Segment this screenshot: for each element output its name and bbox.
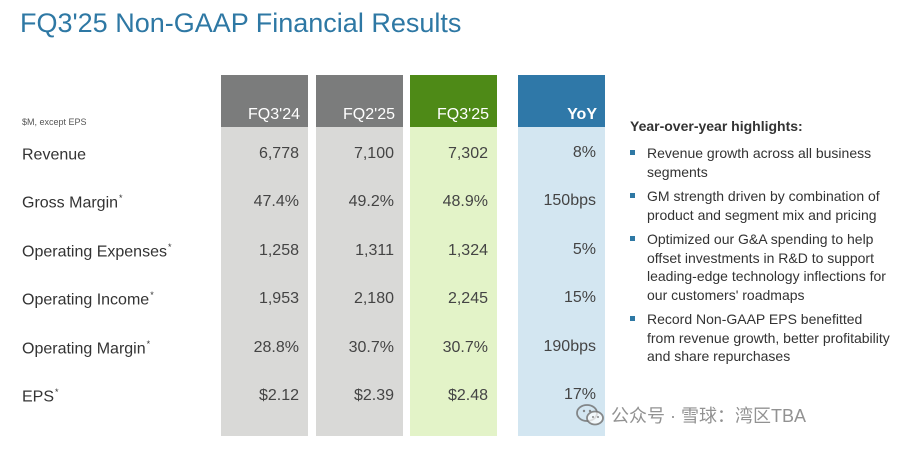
- row-label-operating-expenses: Operating Expenses*: [22, 242, 172, 261]
- watermark: 公众号 · 雪球：湾区TBA: [575, 398, 895, 432]
- watermark-text: 公众号 · 雪球：湾区TBA: [611, 406, 807, 426]
- column-fq3-25: FQ3'25: [410, 75, 497, 436]
- column-body-fq3-25: [410, 127, 497, 436]
- cell-value: 6,778: [258, 145, 299, 162]
- highlights-title: Year-over-year highlights:: [630, 118, 803, 134]
- cell-yoy: 8%: [572, 144, 596, 161]
- cell-yoy: 17%: [563, 386, 596, 403]
- wechat-icon: [576, 404, 604, 426]
- cell-value: 2,245: [447, 290, 488, 307]
- page-title: FQ3'25 Non-GAAP Financial Results: [20, 8, 462, 38]
- cell-value: 47.4%: [253, 193, 299, 210]
- column-fq2-25: FQ2'25: [316, 75, 403, 436]
- bullet-square-icon: [630, 193, 635, 198]
- cell-value: 7,100: [353, 145, 394, 162]
- cell-value: 1,953: [258, 290, 299, 307]
- bullet-square-icon: [630, 236, 635, 241]
- column-header-fq3-24: FQ3'24: [221, 75, 308, 127]
- cell-value: $2.39: [353, 387, 394, 404]
- column-body-fq3-24: [221, 127, 308, 436]
- column-body-fq2-25: [316, 127, 403, 436]
- row-label-gross-margin: Gross Margin*: [22, 193, 123, 212]
- cell-value: 1,324: [447, 242, 488, 259]
- cell-value: 1,311: [355, 242, 394, 259]
- highlights-list: Revenue growth across all business segme…: [630, 144, 890, 372]
- bullet-square-icon: [630, 316, 635, 321]
- cell-yoy: 5%: [572, 241, 596, 258]
- cell-value: 1,258: [258, 242, 299, 259]
- cell-value: 48.9%: [442, 193, 488, 210]
- column-body-yoy: [518, 127, 605, 436]
- bullet-square-icon: [630, 150, 635, 155]
- highlight-item: Record Non-GAAP EPS benefitted from reve…: [630, 310, 890, 366]
- cell-yoy: 150bps: [543, 192, 597, 209]
- column-yoy: YoY: [518, 75, 605, 436]
- cell-value: 30.7%: [348, 339, 394, 356]
- cell-yoy: 190bps: [543, 338, 597, 355]
- row-label-eps: EPS*: [22, 387, 59, 406]
- bottom-edge: [0, 436, 902, 449]
- cell-value: 7,302: [447, 145, 488, 162]
- column-header-yoy: YoY: [518, 75, 605, 127]
- row-label-operating-income: Operating Income*: [22, 290, 154, 309]
- cell-value: $2.12: [258, 387, 299, 404]
- cell-value: 2,180: [353, 290, 394, 307]
- highlight-item: Revenue growth across all business segme…: [630, 144, 890, 181]
- cell-yoy: 15%: [563, 289, 596, 306]
- column-fq3-24: FQ3'24: [221, 75, 308, 436]
- units-note: $M, except EPS: [22, 117, 87, 127]
- column-header-fq2-25: FQ2'25: [316, 75, 403, 127]
- highlight-item: GM strength driven by combination of pro…: [630, 187, 890, 224]
- cell-value: 30.7%: [442, 339, 488, 356]
- highlight-item: Optimized our G&A spending to help offse…: [630, 230, 890, 304]
- cell-value: 28.8%: [253, 339, 299, 356]
- column-header-fq3-25: FQ3'25: [410, 75, 497, 127]
- cell-value: 49.2%: [348, 193, 394, 210]
- row-label-revenue: Revenue: [22, 146, 87, 164]
- row-label-operating-margin: Operating Margin*: [22, 339, 151, 358]
- cell-value: $2.48: [447, 387, 488, 404]
